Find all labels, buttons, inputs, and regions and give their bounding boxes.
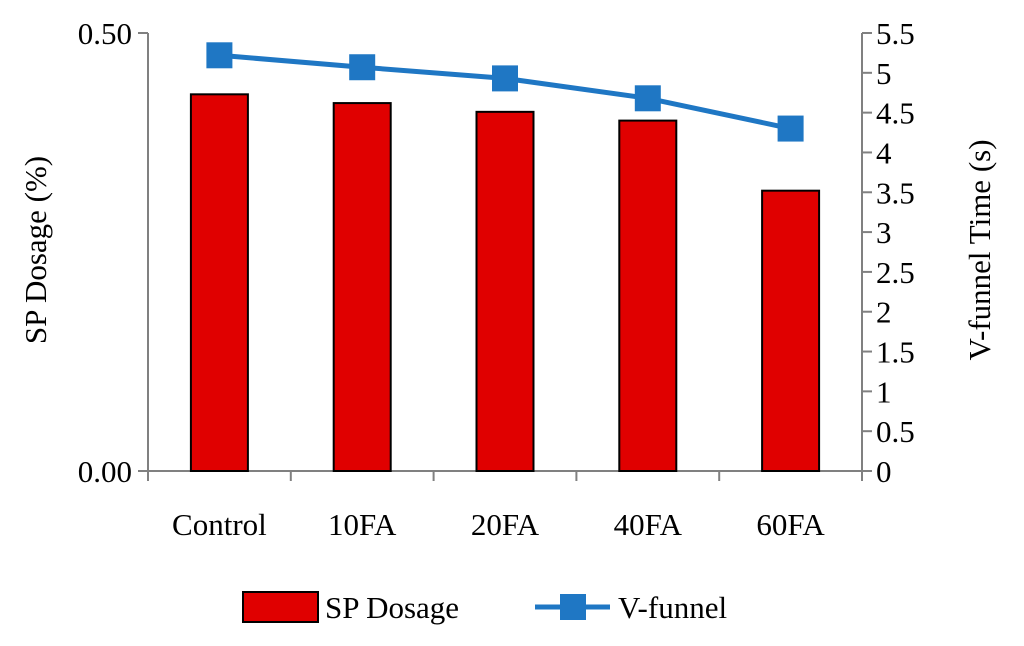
bar-sp-dosage <box>189 93 249 472</box>
bar-sp-dosage <box>618 119 678 472</box>
y2-tick-label: 2.5 <box>876 255 915 290</box>
vfunnel-line <box>206 42 804 142</box>
y2-tick-label: 3 <box>876 215 892 250</box>
bar-sp-dosage <box>332 102 392 473</box>
vfunnel-marker <box>349 54 376 81</box>
y2-tick-label: 5.5 <box>876 16 915 51</box>
vfunnel-marker <box>634 85 661 112</box>
legend-swatch-sp-dosage <box>242 591 319 623</box>
y-axis-title: SP Dosage (%) <box>18 156 53 344</box>
y2-axis-title: V-funnel Time (s) <box>962 139 997 360</box>
x-tick-label: 20FA <box>471 507 540 542</box>
bars <box>189 93 821 473</box>
legend-marker-vfunnel <box>560 594 586 620</box>
bar-sp-dosage <box>761 189 821 472</box>
legend-label-sp-dosage: SP Dosage <box>325 590 459 625</box>
vfunnel-marker <box>492 65 518 92</box>
vfunnel-marker <box>777 115 804 142</box>
x-tick-label: 40FA <box>614 507 683 542</box>
y2-tick-label: 0.5 <box>876 414 915 449</box>
legend-label-vfunnel: V-funnel <box>618 590 727 625</box>
y-tick-label: 0.50 <box>78 16 132 51</box>
y2-tick-label: 5 <box>876 56 892 91</box>
bar-sp-dosage <box>475 110 535 472</box>
y2-tick-label: 4.5 <box>876 96 915 131</box>
y2-tick-label: 3.5 <box>876 175 915 210</box>
x-tick-label: Control <box>172 507 267 542</box>
y2-tick-label: 2 <box>876 295 892 330</box>
x-tick-label: 60FA <box>756 507 825 542</box>
y2-tick-label: 0 <box>876 454 892 489</box>
y2-tick-label: 1.5 <box>876 335 915 370</box>
labels: 0.00 0.50 0 0.5 1 1.5 2 2.5 3 3.5 4 4.5 5 5.5 Control 1… <box>78 16 915 542</box>
vfunnel-marker <box>206 42 233 69</box>
y-tick-label: 0.00 <box>78 454 132 489</box>
y2-tick-label: 1 <box>876 374 892 409</box>
legend: SP Dosage V-funnel <box>242 590 727 625</box>
x-tick-label: 10FA <box>328 507 397 542</box>
y2-tick-label: 4 <box>876 135 892 170</box>
